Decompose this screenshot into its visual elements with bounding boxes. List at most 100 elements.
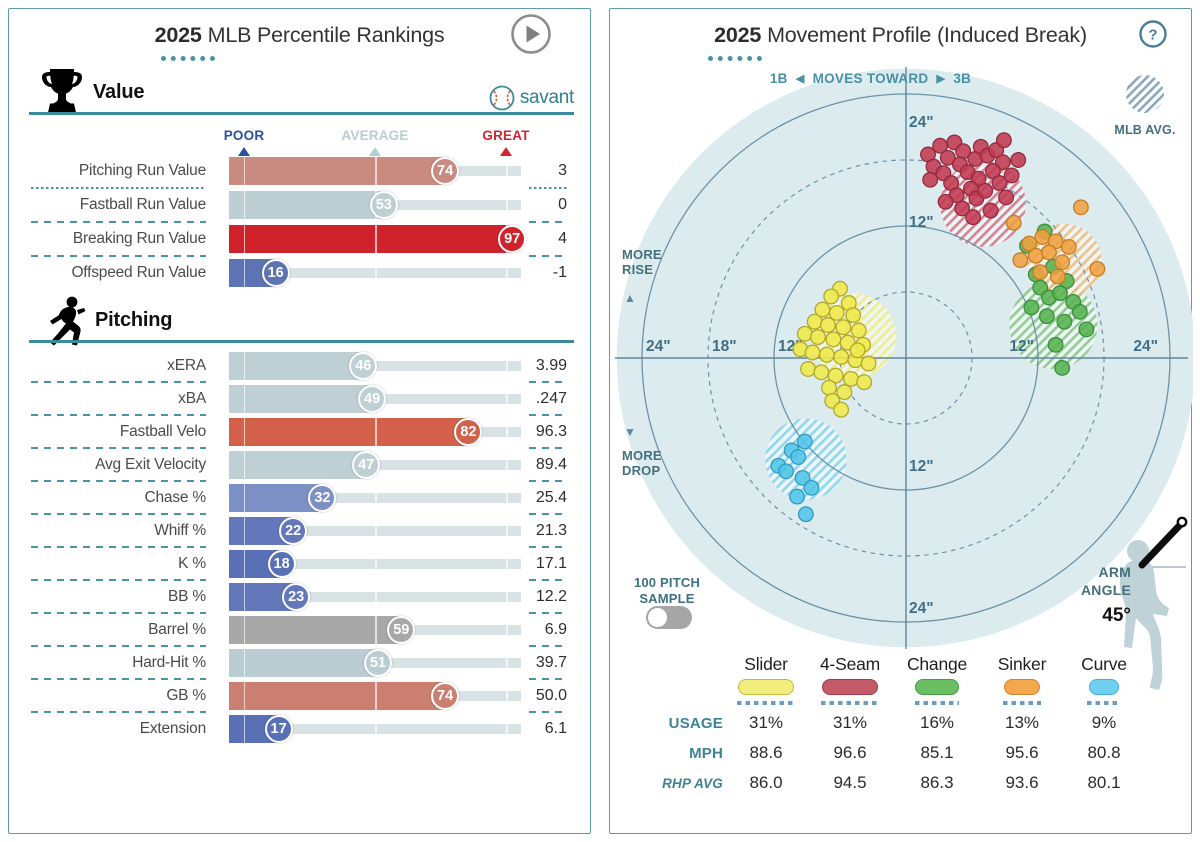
percentile-badge: 47 [352, 450, 381, 479]
more-drop-label: MORE DROP [622, 448, 662, 478]
row-separator [529, 479, 567, 482]
movement-title-dots [708, 56, 762, 61]
scale-average-label: AVERAGE [341, 128, 409, 143]
movement-title: 2025 Movement Profile (Induced Break) [610, 23, 1191, 48]
percentile-row[interactable]: Barrel % 59 6.9 [9, 613, 590, 647]
scale-poor-label: POOR [223, 128, 265, 143]
percentile-badge: 53 [369, 191, 398, 219]
row-separator [529, 254, 567, 257]
pitch-name: Change [906, 654, 968, 674]
bar-fill [229, 648, 378, 677]
stat-value: 12.2 [535, 587, 567, 605]
bar-fill [229, 191, 384, 219]
pitching-section-rule [29, 340, 574, 343]
mph-value: 80.8 [1087, 743, 1121, 762]
section-pitching-title: Pitching [95, 309, 173, 331]
value-rows: Pitching Run Value 74 3 Fastball Run Value 5… [9, 154, 590, 290]
svg-text:18": 18" [712, 338, 737, 355]
stat-label: Whiff % [154, 521, 206, 539]
toggle-knob [648, 608, 667, 627]
row-separator [31, 380, 206, 383]
percentile-row[interactable]: Fastball Velo 82 96.3 [9, 415, 590, 449]
stat-value: -1 [552, 264, 567, 281]
more-drop-arrow-icon: ▼ [624, 425, 636, 439]
stat-value: 3 [558, 162, 567, 179]
pitch-color-pill[interactable] [1089, 679, 1119, 695]
percentile-row[interactable]: Avg Exit Velocity 47 89.4 [9, 448, 590, 482]
row-separator [31, 479, 206, 482]
pitch-name: Sinker [997, 654, 1047, 674]
baseball-icon [489, 85, 515, 111]
row-separator [529, 380, 567, 383]
section-value-title: Value [93, 81, 145, 103]
scale-poor-marker [238, 147, 250, 156]
row-separator [31, 578, 206, 581]
percentile-row[interactable]: xBA 49 .247 [9, 382, 590, 416]
pitch-color-pill[interactable] [915, 679, 959, 695]
stat-value: 50.0 [535, 686, 567, 704]
row-separator [31, 186, 206, 189]
svg-text:24": 24" [909, 114, 934, 131]
stat-value: 6.9 [544, 620, 567, 638]
percentile-row[interactable]: K % 18 17.1 [9, 547, 590, 581]
row-separator [529, 512, 567, 515]
usage-value: 13% [1004, 713, 1040, 732]
usage-value: 31% [832, 713, 868, 732]
moves-toward-label: 1B ◀ MOVES TOWARD ▶ 3B [610, 71, 1131, 86]
percentile-bar: 46 [229, 351, 521, 380]
toward-right-arrow-icon: ▶ [936, 73, 946, 85]
stat-label: Hard-Hit % [132, 653, 206, 671]
percentile-row[interactable]: xERA 46 3.99 [9, 349, 590, 383]
more-rise-arrow-icon: ▲ [624, 291, 636, 305]
svg-text:12": 12" [1009, 338, 1034, 355]
help-button[interactable]: ? [1138, 19, 1168, 49]
percentile-bar: 51 [229, 648, 521, 677]
percentile-row[interactable]: Breaking Run Value 97 4 [9, 222, 590, 257]
percentile-badge: 97 [498, 225, 527, 253]
percentile-row[interactable]: GB % 74 50.0 [9, 679, 590, 713]
percentile-badge: 32 [308, 483, 337, 512]
percentile-bar: 82 [229, 417, 521, 446]
percentile-row[interactable]: BB % 23 12.2 [9, 580, 590, 614]
percentile-badge: 18 [267, 549, 296, 578]
row-separator [31, 644, 206, 647]
movement-profile-panel: 24" 12" 12" 24" 24" 18" 12" 12" 24" 2025 Movement… [609, 8, 1193, 834]
page-title: 2025 MLB Percentile Rankings [9, 23, 590, 48]
stat-value: 21.3 [535, 521, 567, 539]
percentile-row[interactable]: Pitching Run Value 74 3 [9, 154, 590, 189]
scale-average-marker [369, 147, 381, 156]
movement-plot[interactable]: 24"12"12"24"24" 18" 12" 12" 24" [610, 9, 1193, 657]
percentile-row[interactable]: Whiff % 22 21.3 [9, 514, 590, 548]
percentile-bar: 74 [229, 157, 521, 185]
mph-row-label: MPH [689, 745, 723, 762]
percentile-bar: 49 [229, 384, 521, 413]
pitch-color-pill[interactable] [738, 679, 794, 695]
pitch-pill-underline [1003, 701, 1041, 705]
percentile-bar: 22 [229, 516, 521, 545]
usage-row-label: USAGE [668, 715, 723, 732]
percentile-badge: 59 [387, 615, 416, 644]
percentile-row[interactable]: Offspeed Run Value 16 -1 [9, 256, 590, 290]
percentile-row[interactable]: Hard-Hit % 51 39.7 [9, 646, 590, 680]
stat-label: Pitching Run Value [78, 162, 206, 179]
pitch-name: Slider [744, 654, 788, 674]
percentile-row[interactable]: Fastball Run Value 53 0 [9, 188, 590, 223]
pitch-color-pill[interactable] [822, 679, 878, 695]
pitch-pill-underline [821, 701, 879, 705]
stat-value: 6.1 [544, 719, 567, 737]
stat-label: Offspeed Run Value [71, 264, 206, 281]
stat-label: xERA [167, 356, 206, 374]
row-separator [31, 220, 206, 223]
play-button[interactable] [510, 13, 552, 55]
row-separator [529, 578, 567, 581]
pitch-color-pill[interactable] [1004, 679, 1040, 695]
usage-value: 31% [748, 713, 784, 732]
percentile-row[interactable]: Extension 17 6.1 [9, 712, 590, 745]
pitch-pill-underline [737, 701, 795, 705]
percentile-rankings-panel: 2025 MLB Percentile Rankings Value savant… [8, 8, 591, 834]
stat-label: K % [178, 554, 206, 572]
pitch-sample-toggle[interactable] [646, 606, 692, 629]
row-separator [529, 677, 567, 680]
percentile-row[interactable]: Chase % 32 25.4 [9, 481, 590, 515]
value-section-rule [29, 112, 574, 115]
